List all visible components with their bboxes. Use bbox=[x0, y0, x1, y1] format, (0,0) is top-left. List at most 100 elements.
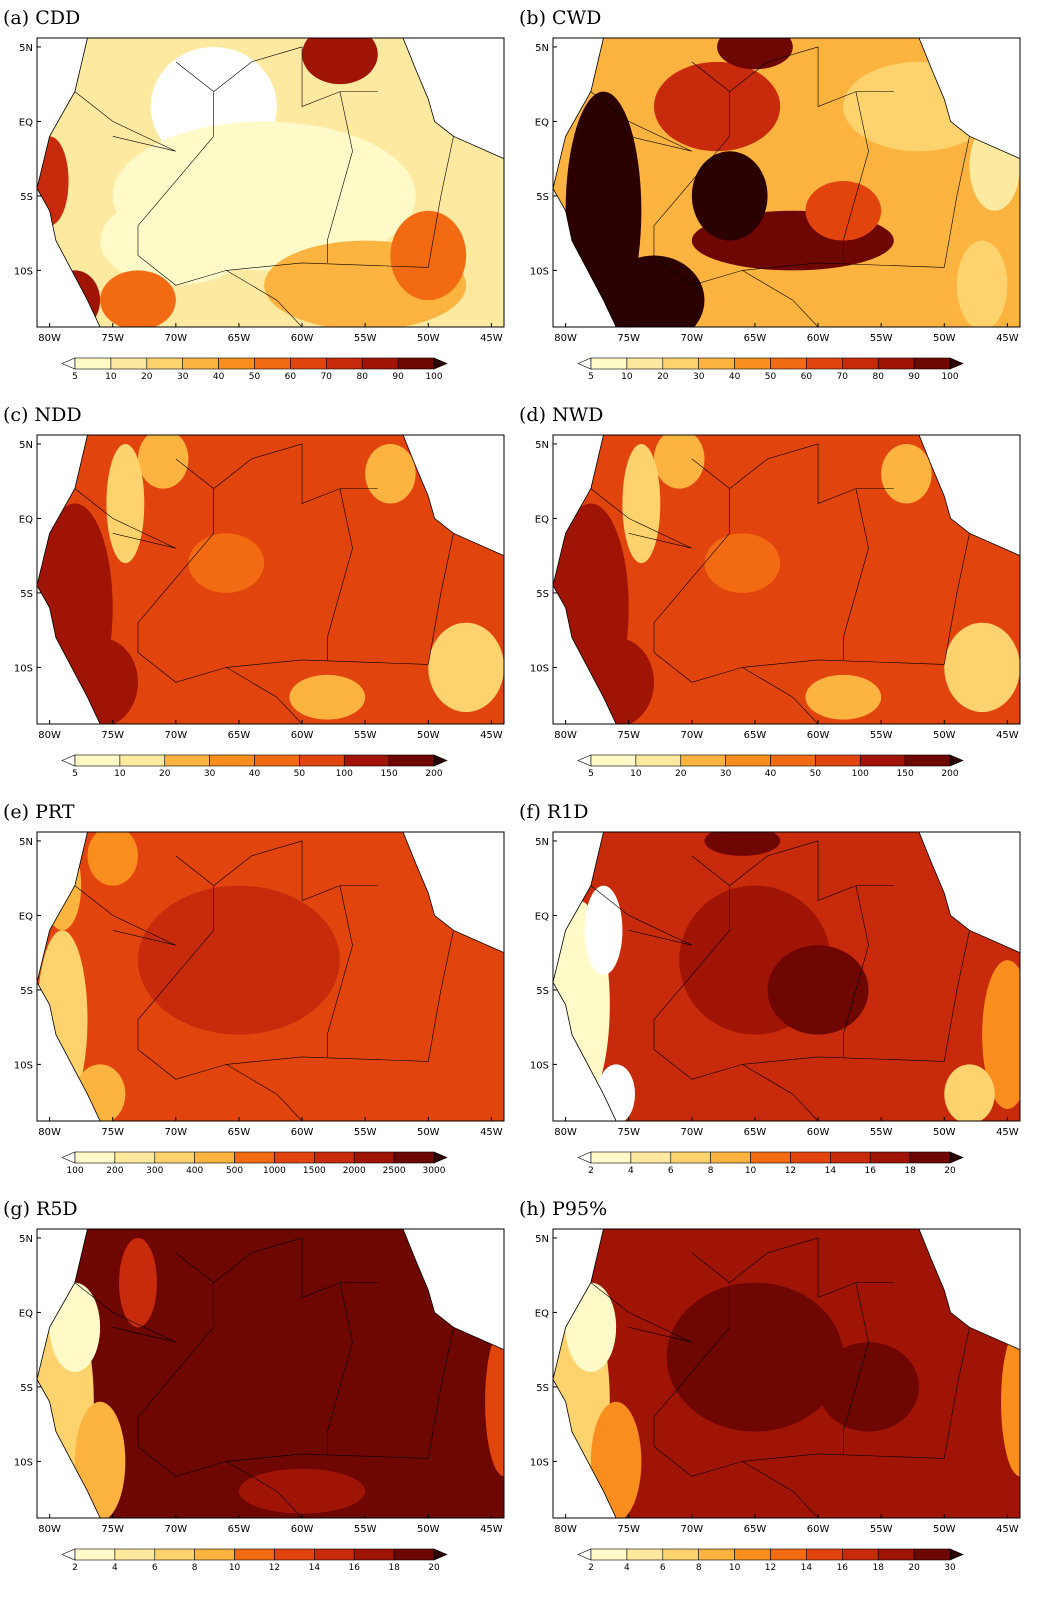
lon-label: 80W bbox=[38, 333, 61, 344]
field-blob bbox=[691, 151, 768, 241]
lon-label: 60W bbox=[807, 730, 830, 741]
colorbar-label: 4 bbox=[628, 1166, 634, 1176]
field-blob bbox=[805, 674, 882, 720]
border bbox=[213, 443, 378, 504]
colorbar-box bbox=[114, 1151, 156, 1164]
border bbox=[74, 91, 176, 152]
lat-label: EQ bbox=[535, 117, 549, 128]
lat-label: 5S bbox=[20, 986, 33, 997]
lon-label: 45W bbox=[996, 1524, 1019, 1535]
border bbox=[326, 91, 353, 263]
colorbar-label: 30 bbox=[944, 1563, 956, 1573]
lat-label: 5N bbox=[19, 837, 33, 848]
lon-label: 60W bbox=[291, 730, 314, 741]
lon-label: 55W bbox=[354, 730, 377, 741]
border bbox=[326, 885, 353, 1057]
ocean bbox=[918, 38, 1020, 160]
lon-label: 70W bbox=[681, 730, 704, 741]
map-panel: (g) R5D 80W 75W 70W 65W 60W 55W 50W 45W 5N EQ 5S 10S… bbox=[3, 1198, 505, 1573]
lat-label: 5S bbox=[536, 589, 549, 600]
map-field bbox=[37, 832, 504, 1121]
field-blob bbox=[365, 443, 416, 504]
lat-label: 5N bbox=[19, 440, 33, 451]
colorbar-box bbox=[74, 1548, 116, 1561]
colorbar-arrow bbox=[577, 1548, 592, 1561]
colorbar-label: 6 bbox=[668, 1166, 674, 1176]
lon-label: 80W bbox=[554, 333, 577, 344]
map-frame bbox=[552, 1228, 1021, 1519]
colorbar-box bbox=[635, 754, 682, 767]
map-field bbox=[37, 38, 504, 327]
colorbar-box bbox=[913, 357, 951, 370]
map-frame bbox=[552, 434, 1021, 725]
colorbar-label: 16 bbox=[864, 1166, 876, 1176]
colorbar-label: 40 bbox=[729, 372, 741, 382]
colorbar-label: 10 bbox=[229, 1563, 241, 1573]
border bbox=[74, 885, 176, 946]
colorbar-box bbox=[325, 357, 363, 370]
colorbar-label: 50 bbox=[810, 769, 822, 779]
lon-label: 45W bbox=[996, 1127, 1019, 1138]
colorbar-label: 100 bbox=[852, 769, 869, 779]
border bbox=[213, 840, 378, 901]
lon-label: 50W bbox=[933, 1524, 956, 1535]
field-blob bbox=[106, 443, 145, 564]
lon-label: 50W bbox=[933, 1127, 956, 1138]
colorbar-label: 10 bbox=[114, 769, 126, 779]
field-blob bbox=[944, 1064, 995, 1121]
field-blob bbox=[956, 240, 1008, 327]
colorbar-box bbox=[913, 1548, 951, 1561]
field-blob bbox=[704, 533, 781, 593]
colorbar-box bbox=[353, 1151, 395, 1164]
colorbar-box bbox=[909, 1151, 951, 1164]
ocean bbox=[918, 1229, 1020, 1351]
colorbar-label: 300 bbox=[146, 1166, 163, 1176]
colorbar-arrow bbox=[577, 1151, 592, 1164]
colorbar-label: 10 bbox=[745, 1166, 757, 1176]
lon-label: 50W bbox=[417, 1127, 440, 1138]
colorbar-box bbox=[806, 357, 843, 370]
ocean bbox=[402, 38, 504, 160]
colorbar-box bbox=[299, 754, 345, 767]
colorbar-box bbox=[590, 1548, 628, 1561]
border bbox=[842, 885, 869, 1057]
border bbox=[226, 1453, 429, 1462]
border bbox=[842, 91, 869, 263]
colorbar-box bbox=[806, 1548, 843, 1561]
colorbar-arrow bbox=[61, 1548, 76, 1561]
panel-title: (g) R5D bbox=[3, 1198, 78, 1220]
field-blob bbox=[982, 960, 1020, 1110]
colorbar-label: 40 bbox=[213, 372, 225, 382]
colorbar-label: 20 bbox=[428, 1563, 440, 1573]
colorbar-box bbox=[119, 754, 166, 767]
field-blob bbox=[767, 945, 869, 1035]
colorbar-label: 20 bbox=[159, 769, 171, 779]
lon-label: 75W bbox=[101, 1127, 124, 1138]
field-blob bbox=[603, 255, 705, 327]
colorbar-label: 10 bbox=[729, 1563, 741, 1573]
colorbar-label: 90 bbox=[908, 372, 920, 382]
colorbar-label: 5 bbox=[588, 372, 594, 382]
colorbar-arrow bbox=[949, 754, 964, 767]
lon-label: 80W bbox=[38, 1524, 61, 1535]
colorbar-box bbox=[815, 754, 861, 767]
colorbar-box bbox=[859, 754, 906, 767]
lon-label: 60W bbox=[807, 1524, 830, 1535]
border bbox=[729, 443, 894, 504]
field-blob bbox=[137, 435, 189, 489]
lon-label: 80W bbox=[554, 1524, 577, 1535]
colorbar-label: 5 bbox=[72, 372, 78, 382]
lon-label: 70W bbox=[165, 333, 188, 344]
colorbar-label: 1500 bbox=[303, 1166, 326, 1176]
colorbar-label: 20 bbox=[141, 372, 153, 382]
field-blob bbox=[74, 1401, 126, 1518]
lat-label: 10S bbox=[14, 1457, 33, 1468]
lon-label: 60W bbox=[807, 333, 830, 344]
colorbar-box bbox=[146, 357, 184, 370]
lon-label: 50W bbox=[417, 333, 440, 344]
lat-label: 10S bbox=[14, 266, 33, 277]
colorbar-label: 5 bbox=[72, 769, 78, 779]
colorbar-box bbox=[74, 357, 112, 370]
border bbox=[653, 855, 819, 1121]
colorbar-arrow bbox=[949, 357, 964, 370]
